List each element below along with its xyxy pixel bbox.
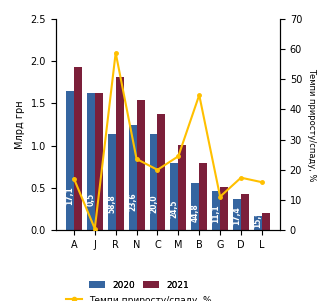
Legend: Темпи приросту/спаду, %: Темпи приросту/спаду, % [62, 292, 216, 301]
Bar [158, 113, 166, 230]
Bar [233, 199, 241, 230]
Bar [220, 187, 228, 230]
Bar [150, 134, 158, 230]
Bar [262, 213, 270, 230]
Темпи приросту/спаду, % [218, 195, 222, 198]
Text: 17,1: 17,1 [66, 186, 74, 205]
Text: 0,5: 0,5 [86, 192, 95, 206]
Text: 17,4: 17,4 [233, 206, 242, 225]
Bar [170, 163, 178, 230]
Bar [95, 93, 103, 230]
Line: Темпи приросту/спаду, %: Темпи приросту/спаду, % [72, 51, 263, 230]
Темпи приросту/спаду, % [114, 51, 118, 54]
Темпи приросту/спаду, % [93, 227, 97, 231]
Bar [74, 67, 82, 230]
Bar [66, 91, 74, 230]
Text: 58,8: 58,8 [107, 194, 116, 213]
Bar [129, 125, 137, 230]
Bar [116, 77, 123, 230]
Темпи приросту/спаду, % [135, 157, 139, 161]
Legend: 2020, 2021: 2020, 2021 [86, 277, 192, 293]
Темпи приросту/спаду, % [156, 168, 160, 172]
Text: 15,9: 15,9 [254, 209, 262, 228]
Темпи приросту/спаду, % [176, 154, 180, 158]
Bar [191, 183, 199, 230]
Bar [108, 134, 116, 230]
Text: 11,1: 11,1 [212, 205, 221, 223]
Темпи приросту/спаду, % [260, 180, 264, 184]
Темпи приросту/спаду, % [72, 177, 76, 180]
Bar [254, 216, 262, 230]
Темпи приросту/спаду, % [239, 176, 243, 179]
Text: 44,8: 44,8 [191, 203, 200, 222]
Bar [199, 163, 207, 230]
Y-axis label: Темпи приросту/спаду, %: Темпи приросту/спаду, % [307, 68, 316, 181]
Bar [178, 145, 186, 230]
Bar [87, 93, 95, 230]
Text: 23,6: 23,6 [128, 193, 137, 211]
Text: 20,0: 20,0 [149, 194, 158, 213]
Y-axis label: Млрд грн: Млрд грн [15, 100, 25, 149]
Text: 24,5: 24,5 [170, 200, 179, 218]
Темпи приросту/спаду, % [197, 93, 201, 97]
Bar [137, 100, 145, 230]
Bar [212, 191, 220, 230]
Bar [241, 194, 249, 230]
